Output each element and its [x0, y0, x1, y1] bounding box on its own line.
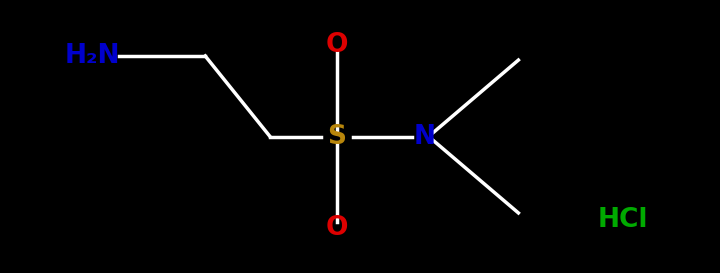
Text: H₂N: H₂N: [65, 43, 120, 69]
Text: O: O: [325, 32, 348, 58]
Text: S: S: [328, 123, 346, 150]
Text: HCl: HCl: [598, 207, 648, 233]
Text: O: O: [325, 215, 348, 241]
Text: N: N: [414, 123, 436, 150]
